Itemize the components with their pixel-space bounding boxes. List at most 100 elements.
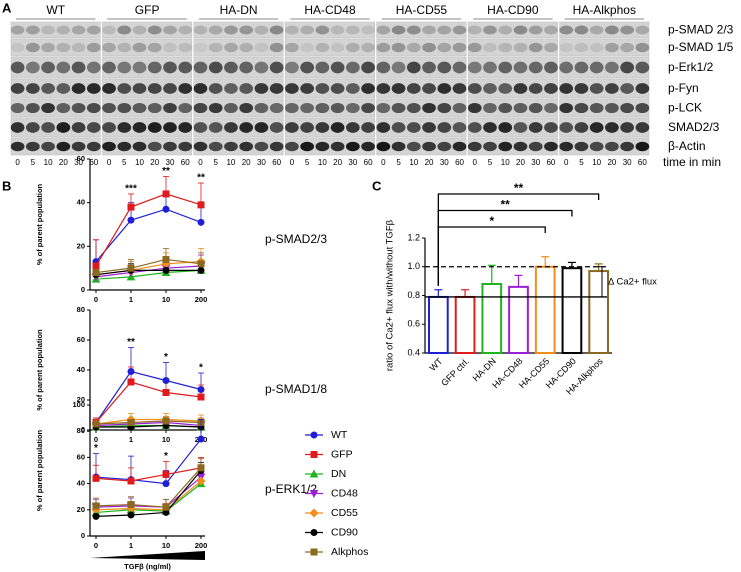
blot-band (254, 25, 269, 35)
series-line (95, 483, 202, 514)
blot-band (330, 61, 345, 74)
blot-band (224, 102, 238, 114)
blot-band (528, 141, 543, 152)
panel-label: A (2, 0, 12, 15)
lane-label: 20 (607, 158, 616, 167)
blot-band (132, 61, 147, 74)
marker (197, 464, 205, 472)
blot-band (315, 25, 330, 35)
blot-band (452, 83, 467, 94)
x-tick-label: 1 (129, 295, 133, 304)
blot-band (589, 141, 604, 152)
blot-band (635, 42, 650, 53)
blot-band (559, 42, 574, 53)
significance: * (199, 363, 203, 374)
blot-band (26, 141, 40, 152)
blot-band (437, 42, 452, 53)
significance: * (164, 451, 168, 462)
blot-band (254, 42, 269, 53)
blot-band (544, 61, 558, 74)
blot-band (330, 42, 345, 53)
blot-band (71, 25, 86, 35)
blot-band (102, 25, 116, 35)
blot-band (71, 141, 86, 152)
blot-band (147, 25, 162, 35)
blot-band (437, 141, 452, 152)
blot-band (620, 102, 635, 114)
blot-band (86, 25, 101, 35)
blot-band (422, 25, 436, 35)
blot-band (346, 122, 360, 133)
marker (197, 386, 205, 393)
y-tick-label: 80 (77, 305, 85, 314)
blot-band (147, 102, 162, 114)
legend-marker (310, 529, 318, 536)
blot-band (574, 122, 589, 133)
blot-band (71, 42, 86, 53)
y-axis-label: % of parent population (35, 329, 44, 411)
blot-band (361, 61, 375, 74)
lane-label: 30 (531, 158, 540, 167)
blot-band (528, 122, 543, 133)
y-tick-label: 0 (81, 531, 85, 540)
blot-band (41, 122, 55, 133)
blot-band (498, 25, 513, 35)
blot-band (300, 102, 314, 114)
row-label: p-Erk1/2 (668, 60, 714, 74)
blot-band (605, 42, 619, 53)
blot-band (513, 25, 528, 35)
legend-label: WT (331, 429, 348, 441)
blot-band (117, 141, 132, 152)
legend-marker (310, 451, 318, 458)
marker (162, 255, 170, 263)
series-line (96, 424, 202, 428)
group-label: WT (46, 3, 65, 17)
blot-band (178, 42, 193, 53)
blot-band (406, 25, 421, 35)
marker (127, 419, 135, 426)
group-label: HA-CD90 (487, 3, 539, 17)
blot-band (300, 42, 314, 53)
lane-label: 5 (396, 158, 401, 167)
blot-band (147, 122, 162, 133)
blot-band (483, 42, 497, 53)
blot-band (346, 141, 360, 152)
lane-label: 30 (166, 158, 175, 167)
blot-band (528, 42, 543, 53)
panel-label: B (2, 178, 11, 193)
blot-band (208, 61, 223, 74)
marker (127, 264, 135, 272)
y-tick-label: 20 (77, 241, 85, 250)
blot-band (41, 83, 55, 94)
bar (588, 270, 609, 354)
blot-band (102, 61, 116, 74)
blot-band (406, 122, 421, 133)
blot-band (178, 25, 193, 35)
lane-label: 10 (44, 158, 53, 167)
blot-band (498, 42, 513, 53)
blot-band (620, 141, 635, 152)
y-tick-label: 40 (77, 479, 85, 488)
blot-band (71, 83, 86, 94)
bar (481, 283, 503, 354)
blot-band (163, 141, 177, 152)
series-line (95, 438, 202, 485)
y-axis-label: % of parent population (35, 183, 44, 265)
blot-band (361, 102, 375, 114)
significance: * (94, 443, 98, 454)
lane-label: 20 (516, 158, 525, 167)
legend-marker (309, 469, 319, 478)
blot-band (193, 141, 208, 152)
blot-band (528, 61, 543, 74)
blot-band (422, 61, 436, 74)
x-tick-label: 1 (129, 541, 133, 550)
blot-band (117, 61, 132, 74)
blot-band (26, 122, 40, 133)
blot-band (254, 122, 269, 133)
blot-band (239, 83, 254, 94)
blot-band (620, 83, 635, 94)
lane-label: 20 (59, 158, 68, 167)
blot-band (102, 122, 116, 133)
y-tick-label: 20 (77, 395, 85, 404)
group-label: HA-CD48 (304, 3, 356, 17)
